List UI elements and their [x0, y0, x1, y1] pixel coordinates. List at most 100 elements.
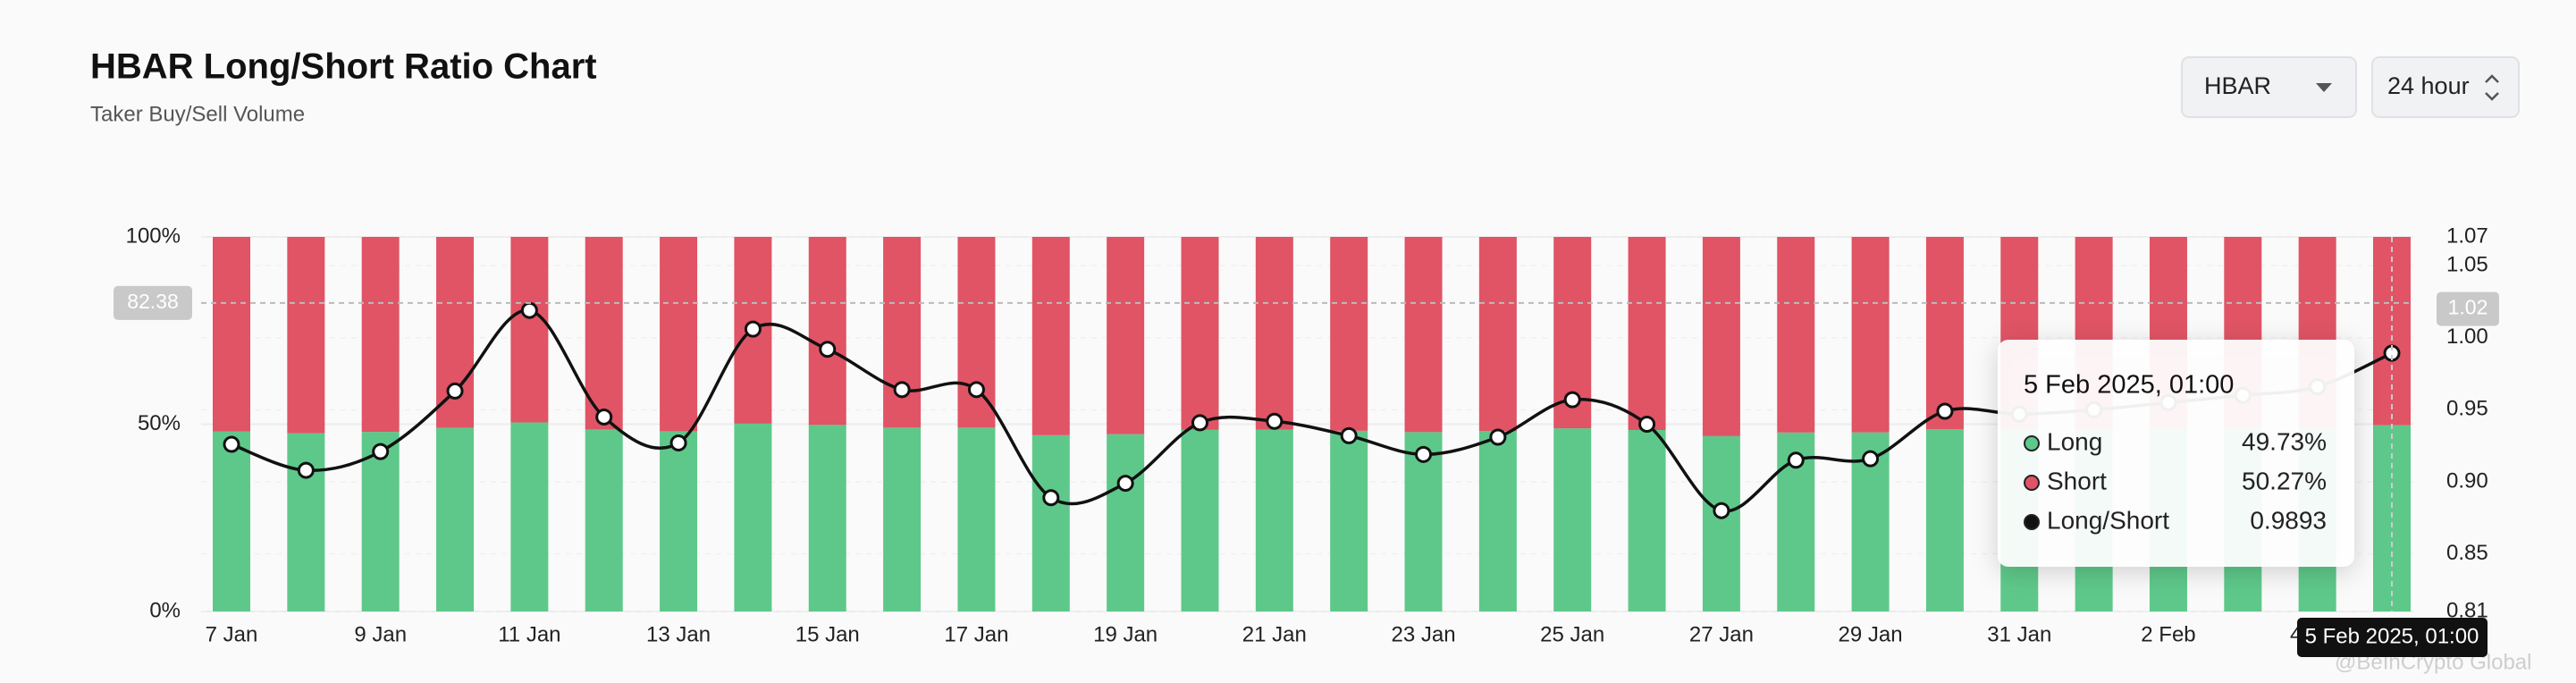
bar-1: [660, 237, 698, 432]
tooltip-dot: [2024, 435, 2040, 451]
tooltip-dot: [2024, 475, 2040, 491]
bar-1: [1851, 237, 1890, 433]
x-tick-label: 15 Jan: [796, 622, 860, 646]
y2-tick-label: 1.00: [2446, 325, 2488, 349]
chevrons: [2485, 74, 2499, 101]
crosshair-label: 1.02: [2448, 296, 2488, 319]
chart-subtitle: Taker Buy/Sell Volume: [90, 102, 305, 126]
ratio-point: [1042, 489, 1060, 507]
ratio-point: [1191, 414, 1208, 432]
tooltip-value: 50.27%: [2242, 467, 2327, 494]
bar-0: [1330, 430, 1368, 611]
ratio-point: [372, 443, 390, 460]
bar-0: [585, 429, 623, 611]
ratio-point: [297, 461, 315, 479]
chart-title: HBAR Long/Short Ratio Chart: [90, 47, 597, 87]
x-tick-label: 19 Jan: [1093, 622, 1158, 646]
ratio-point: [1266, 412, 1284, 430]
y2-tick-label: 0.95: [2446, 397, 2488, 421]
select-box[interactable]: [2371, 56, 2520, 118]
bar-1: [1925, 237, 1964, 429]
bar-0: [1628, 429, 1666, 611]
bar-0: [213, 431, 250, 611]
caret: [2316, 83, 2332, 92]
y-tick-label: 100%: [126, 223, 181, 248]
ratio-point: [1489, 428, 1507, 446]
bar-1: [585, 237, 623, 430]
tooltip-title: 5 Feb 2025, 01:00: [2024, 371, 2234, 400]
ratio-point: [1116, 475, 1134, 493]
ratio-point: [520, 301, 538, 319]
ratio-point: [1638, 416, 1656, 433]
ratio-point: [1936, 402, 1954, 420]
y2-tick-label: 0.90: [2446, 468, 2488, 493]
bar-0: [361, 432, 400, 611]
ratio-point: [1713, 502, 1730, 519]
tooltip-name: Long/Short: [2047, 506, 2169, 534]
ratio-point: [223, 435, 240, 453]
tooltip-name: Short: [2047, 467, 2107, 494]
crosshair-label: 82.38: [127, 290, 179, 313]
bar-0: [287, 433, 325, 611]
bar-0: [808, 425, 846, 611]
bar-1: [1478, 237, 1517, 432]
bar-0: [1031, 434, 1070, 611]
x-tick-label: 2 Feb: [2141, 622, 2195, 646]
x-tick-label: 23 Jan: [1391, 622, 1455, 646]
bar-1: [1628, 237, 1666, 430]
ratio-point: [669, 434, 687, 451]
x-tick-label: 13 Jan: [646, 622, 711, 646]
bar-0: [1107, 434, 1145, 611]
bar-1: [1181, 237, 1219, 430]
x-tick-label: 25 Jan: [1540, 622, 1604, 646]
ratio-point: [595, 408, 613, 426]
y2-tick-label: 1.05: [2446, 253, 2488, 277]
tooltip-box: [1998, 340, 2354, 567]
bar-1: [287, 237, 325, 434]
ratio-point: [819, 341, 837, 358]
bar-0: [1181, 429, 1219, 611]
x-hover-label: 5 Feb 2025, 01:00: [2305, 624, 2479, 648]
select-label[interactable]: 24 hour: [2387, 72, 2470, 99]
ratio-point: [967, 381, 985, 399]
ratio-point: [446, 382, 464, 400]
bar-1: [510, 237, 549, 423]
symbol-select[interactable]: HBAR: [2181, 56, 2357, 118]
y-tick-label: 50%: [138, 411, 181, 435]
ratio-point: [1862, 450, 1880, 468]
period-select[interactable]: 24 hour: [2371, 56, 2520, 118]
tooltip: 5 Feb 2025, 01:00 Long 49.73% Short 50.27% Lo…: [1998, 340, 2354, 567]
ratio-point: [744, 320, 762, 338]
ratio-point: [1340, 426, 1358, 444]
bar-1: [213, 237, 250, 432]
bar-1: [1031, 237, 1070, 435]
x-tick-label: 17 Jan: [944, 622, 1008, 646]
x-tick-label: 7 Jan: [206, 622, 258, 646]
bar-0: [1702, 435, 1740, 611]
bar-1: [957, 237, 996, 428]
x-tick-label: 21 Jan: [1242, 622, 1307, 646]
bar-1: [1107, 237, 1145, 434]
x-tick-label: 9 Jan: [354, 622, 407, 646]
bar-0: [1553, 428, 1592, 611]
x-tick-label: 31 Jan: [1987, 622, 2051, 646]
x-tick-label: 29 Jan: [1839, 622, 1903, 646]
bar-0: [1255, 429, 1293, 611]
ratio-point: [893, 381, 911, 399]
select-label[interactable]: HBAR: [2204, 72, 2271, 99]
bar-1: [361, 237, 400, 433]
y2-tick-label: 0.85: [2446, 541, 2488, 565]
bar-0: [660, 431, 698, 611]
crosshair-label-box: [2437, 291, 2499, 326]
x-hover-box: [2297, 618, 2488, 657]
tooltip-name: Long: [2047, 427, 2102, 455]
bar-1: [1702, 237, 1740, 436]
ratio-point: [1787, 451, 1805, 469]
tooltip-value: 0.9893: [2250, 506, 2327, 534]
select-box[interactable]: [2181, 56, 2357, 118]
bar-1: [883, 237, 922, 428]
bar-0: [957, 427, 996, 611]
bar-0: [436, 427, 475, 611]
bar-0: [510, 422, 549, 611]
